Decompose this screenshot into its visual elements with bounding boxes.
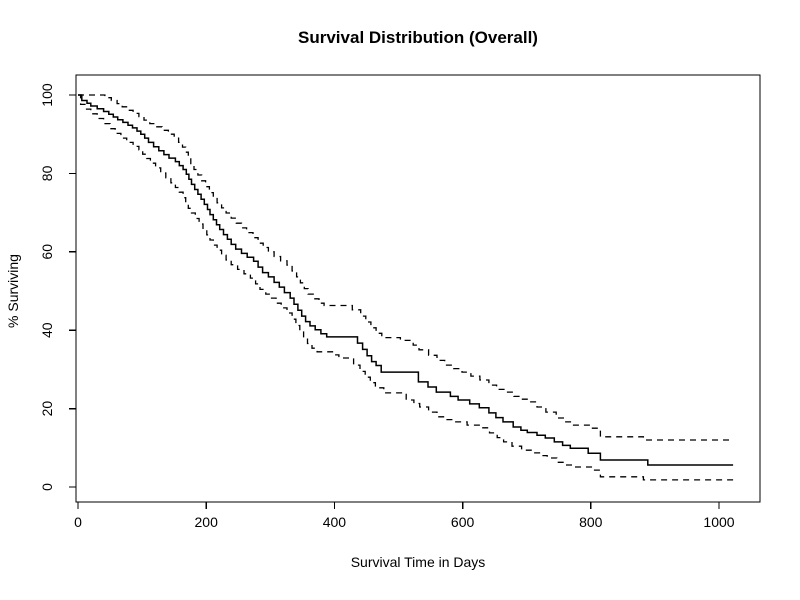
- x-tick-label: 0: [74, 514, 82, 530]
- upper-confidence-band-curve: [78, 94, 734, 441]
- x-axis-label: Survival Time in Days: [351, 554, 486, 570]
- x-tick-label: 200: [195, 514, 219, 530]
- y-tick-label: 80: [39, 165, 55, 181]
- x-tick-label: 800: [579, 514, 603, 530]
- y-tick-label: 60: [39, 244, 55, 260]
- chart-title: Survival Distribution (Overall): [298, 28, 538, 47]
- y-axis-label: % Surviving: [5, 254, 21, 328]
- y-tick-label: 40: [39, 322, 55, 338]
- y-axis-ticks: 0 20 40 60 80 100: [39, 83, 76, 491]
- x-axis-ticks: 0 200 400 600 800 1000: [74, 502, 735, 530]
- x-tick-label: 1000: [703, 514, 734, 530]
- y-tick-label: 20: [39, 401, 55, 417]
- y-tick-label: 100: [39, 83, 55, 107]
- plot-frame: [75, 74, 761, 503]
- curves-group: [78, 94, 734, 481]
- x-tick-label: 600: [451, 514, 475, 530]
- x-tick-label: 400: [323, 514, 347, 530]
- survival-estimate-curve: [78, 94, 734, 466]
- lower-confidence-band-curve: [78, 94, 734, 481]
- y-tick-label: 0: [39, 483, 55, 491]
